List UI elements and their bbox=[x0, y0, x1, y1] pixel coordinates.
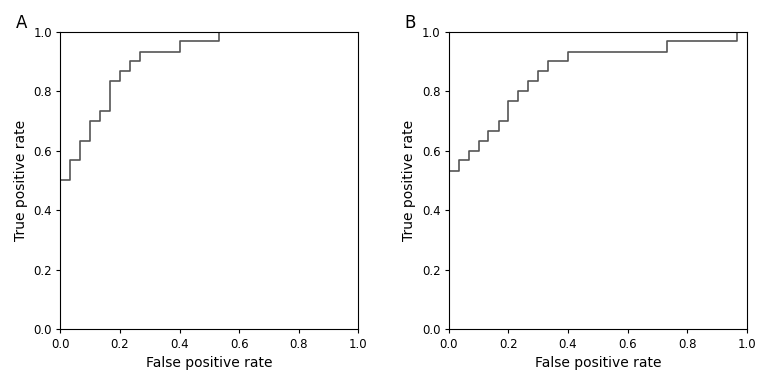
Y-axis label: True positive rate: True positive rate bbox=[403, 120, 417, 241]
Text: A: A bbox=[15, 14, 27, 32]
X-axis label: False positive rate: False positive rate bbox=[534, 356, 661, 370]
Y-axis label: True positive rate: True positive rate bbox=[14, 120, 28, 241]
X-axis label: False positive rate: False positive rate bbox=[146, 356, 273, 370]
Text: B: B bbox=[404, 14, 416, 32]
